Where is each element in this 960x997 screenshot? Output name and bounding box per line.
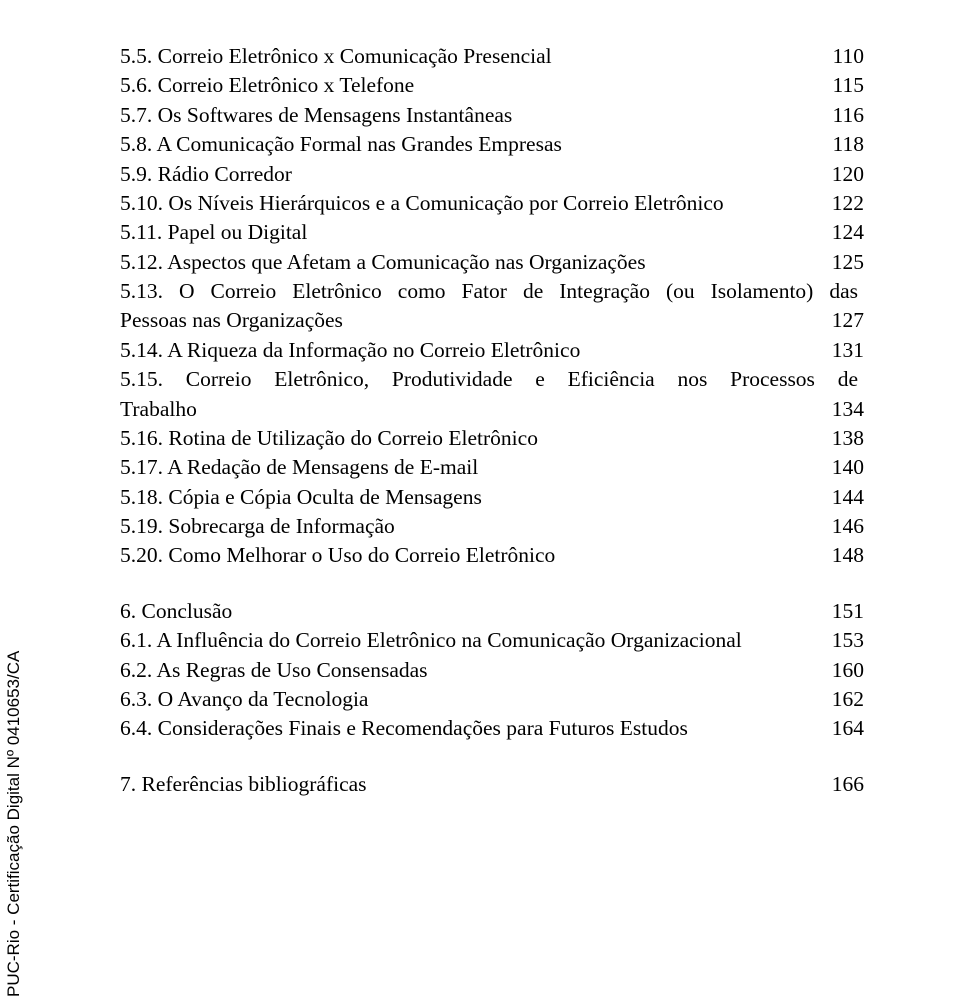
- toc-page: 134: [824, 395, 864, 423]
- toc-text: 5.14. A Riqueza da Informação no Correio…: [120, 336, 824, 364]
- toc-text: 7. Referências bibliográficas: [120, 770, 824, 798]
- toc-page: 146: [824, 512, 864, 540]
- toc-page: 122: [824, 189, 864, 217]
- toc-page: 131: [824, 336, 864, 364]
- toc-page: 153: [824, 626, 864, 654]
- toc-entry: 5.16. Rotina de Utilização do Correio El…: [120, 424, 864, 452]
- toc-text: 5.12. Aspectos que Afetam a Comunicação …: [120, 248, 824, 276]
- toc-entry: 5.19. Sobrecarga de Informação146: [120, 512, 864, 540]
- toc-page: 116: [824, 101, 864, 129]
- toc-text: 6. Conclusão: [120, 597, 824, 625]
- toc-text: 5.7. Os Softwares de Mensagens Instantân…: [120, 101, 824, 129]
- toc-page: 125: [824, 248, 864, 276]
- toc-page: 151: [824, 597, 864, 625]
- toc-page: 124: [824, 218, 864, 246]
- toc-page: 162: [824, 685, 864, 713]
- toc-page: 148: [824, 541, 864, 569]
- toc-page: 138: [824, 424, 864, 452]
- toc-text: 5.17. A Redação de Mensagens de E-mail: [120, 453, 824, 481]
- toc-text: 5.15. Correio Eletrônico, Produtividade …: [120, 365, 864, 393]
- toc-entry: 5.18. Cópia e Cópia Oculta de Mensagens1…: [120, 483, 864, 511]
- toc-page: 120: [824, 160, 864, 188]
- toc-entry: 5.10. Os Níveis Hierárquicos e a Comunic…: [120, 189, 864, 217]
- toc-entry: 5.9. Rádio Corredor120: [120, 160, 864, 188]
- section-gap: [120, 744, 864, 770]
- toc-entry: 5.17. A Redação de Mensagens de E-mail14…: [120, 453, 864, 481]
- toc-text: 6.3. O Avanço da Tecnologia: [120, 685, 824, 713]
- toc-text: Trabalho: [120, 395, 824, 423]
- toc-entry-wrap-line1: 5.15. Correio Eletrônico, Produtividade …: [120, 365, 864, 393]
- toc-entry: 6.3. O Avanço da Tecnologia162: [120, 685, 864, 713]
- toc-text: 5.11. Papel ou Digital: [120, 218, 824, 246]
- toc-page: 140: [824, 453, 864, 481]
- toc-text: 6.4. Considerações Finais e Recomendaçõe…: [120, 714, 824, 742]
- toc-text: 6.1. A Influência do Correio Eletrônico …: [120, 626, 824, 654]
- toc-entry: 6.1. A Influência do Correio Eletrônico …: [120, 626, 864, 654]
- toc-text: 5.20. Como Melhorar o Uso do Correio Ele…: [120, 541, 824, 569]
- toc-text: 5.19. Sobrecarga de Informação: [120, 512, 824, 540]
- page-content: 5.5. Correio Eletrônico x Comunicação Pr…: [0, 0, 960, 798]
- toc-entry: 5.7. Os Softwares de Mensagens Instantân…: [120, 101, 864, 129]
- toc-page: 118: [824, 130, 864, 158]
- toc-entry: 5.5. Correio Eletrônico x Comunicação Pr…: [120, 42, 864, 70]
- toc-text: 5.10. Os Níveis Hierárquicos e a Comunic…: [120, 189, 824, 217]
- toc-page: 127: [824, 306, 864, 334]
- toc-entry: 5.14. A Riqueza da Informação no Correio…: [120, 336, 864, 364]
- toc-entry: 6. Conclusão151: [120, 597, 864, 625]
- toc-text: 6.2. As Regras de Uso Consensadas: [120, 656, 824, 684]
- toc-entry: 5.12. Aspectos que Afetam a Comunicação …: [120, 248, 864, 276]
- toc-text: 5.16. Rotina de Utilização do Correio El…: [120, 424, 824, 452]
- toc-page: 115: [824, 71, 864, 99]
- toc-text: 5.8. A Comunicação Formal nas Grandes Em…: [120, 130, 824, 158]
- toc-page: 144: [824, 483, 864, 511]
- toc-entry: 5.20. Como Melhorar o Uso do Correio Ele…: [120, 541, 864, 569]
- toc-entry-wrap-line2: Pessoas nas Organizações127: [120, 306, 864, 334]
- toc-text: 5.6. Correio Eletrônico x Telefone: [120, 71, 824, 99]
- toc-page: 164: [824, 714, 864, 742]
- toc-page: 110: [824, 42, 864, 70]
- toc-entry: 5.6. Correio Eletrônico x Telefone115: [120, 71, 864, 99]
- toc-text: 5.18. Cópia e Cópia Oculta de Mensagens: [120, 483, 824, 511]
- toc-text: 5.5. Correio Eletrônico x Comunicação Pr…: [120, 42, 824, 70]
- toc-page: 160: [824, 656, 864, 684]
- certification-label: PUC-Rio - Certificação Digital Nº 041065…: [4, 651, 24, 997]
- toc-entry-wrap-line1: 5.13. O Correio Eletrônico como Fator de…: [120, 277, 864, 305]
- section-gap: [120, 571, 864, 597]
- toc-entry: 7. Referências bibliográficas166: [120, 770, 864, 798]
- toc-entry: 6.2. As Regras de Uso Consensadas160: [120, 656, 864, 684]
- toc-entry: 6.4. Considerações Finais e Recomendaçõe…: [120, 714, 864, 742]
- toc-entry-wrap-line2: Trabalho134: [120, 395, 864, 423]
- toc-text: 5.13. O Correio Eletrônico como Fator de…: [120, 277, 864, 305]
- toc-page: 166: [824, 770, 864, 798]
- toc-text: Pessoas nas Organizações: [120, 306, 824, 334]
- toc-entry: 5.8. A Comunicação Formal nas Grandes Em…: [120, 130, 864, 158]
- toc-entry: 5.11. Papel ou Digital124: [120, 218, 864, 246]
- toc-text: 5.9. Rádio Corredor: [120, 160, 824, 188]
